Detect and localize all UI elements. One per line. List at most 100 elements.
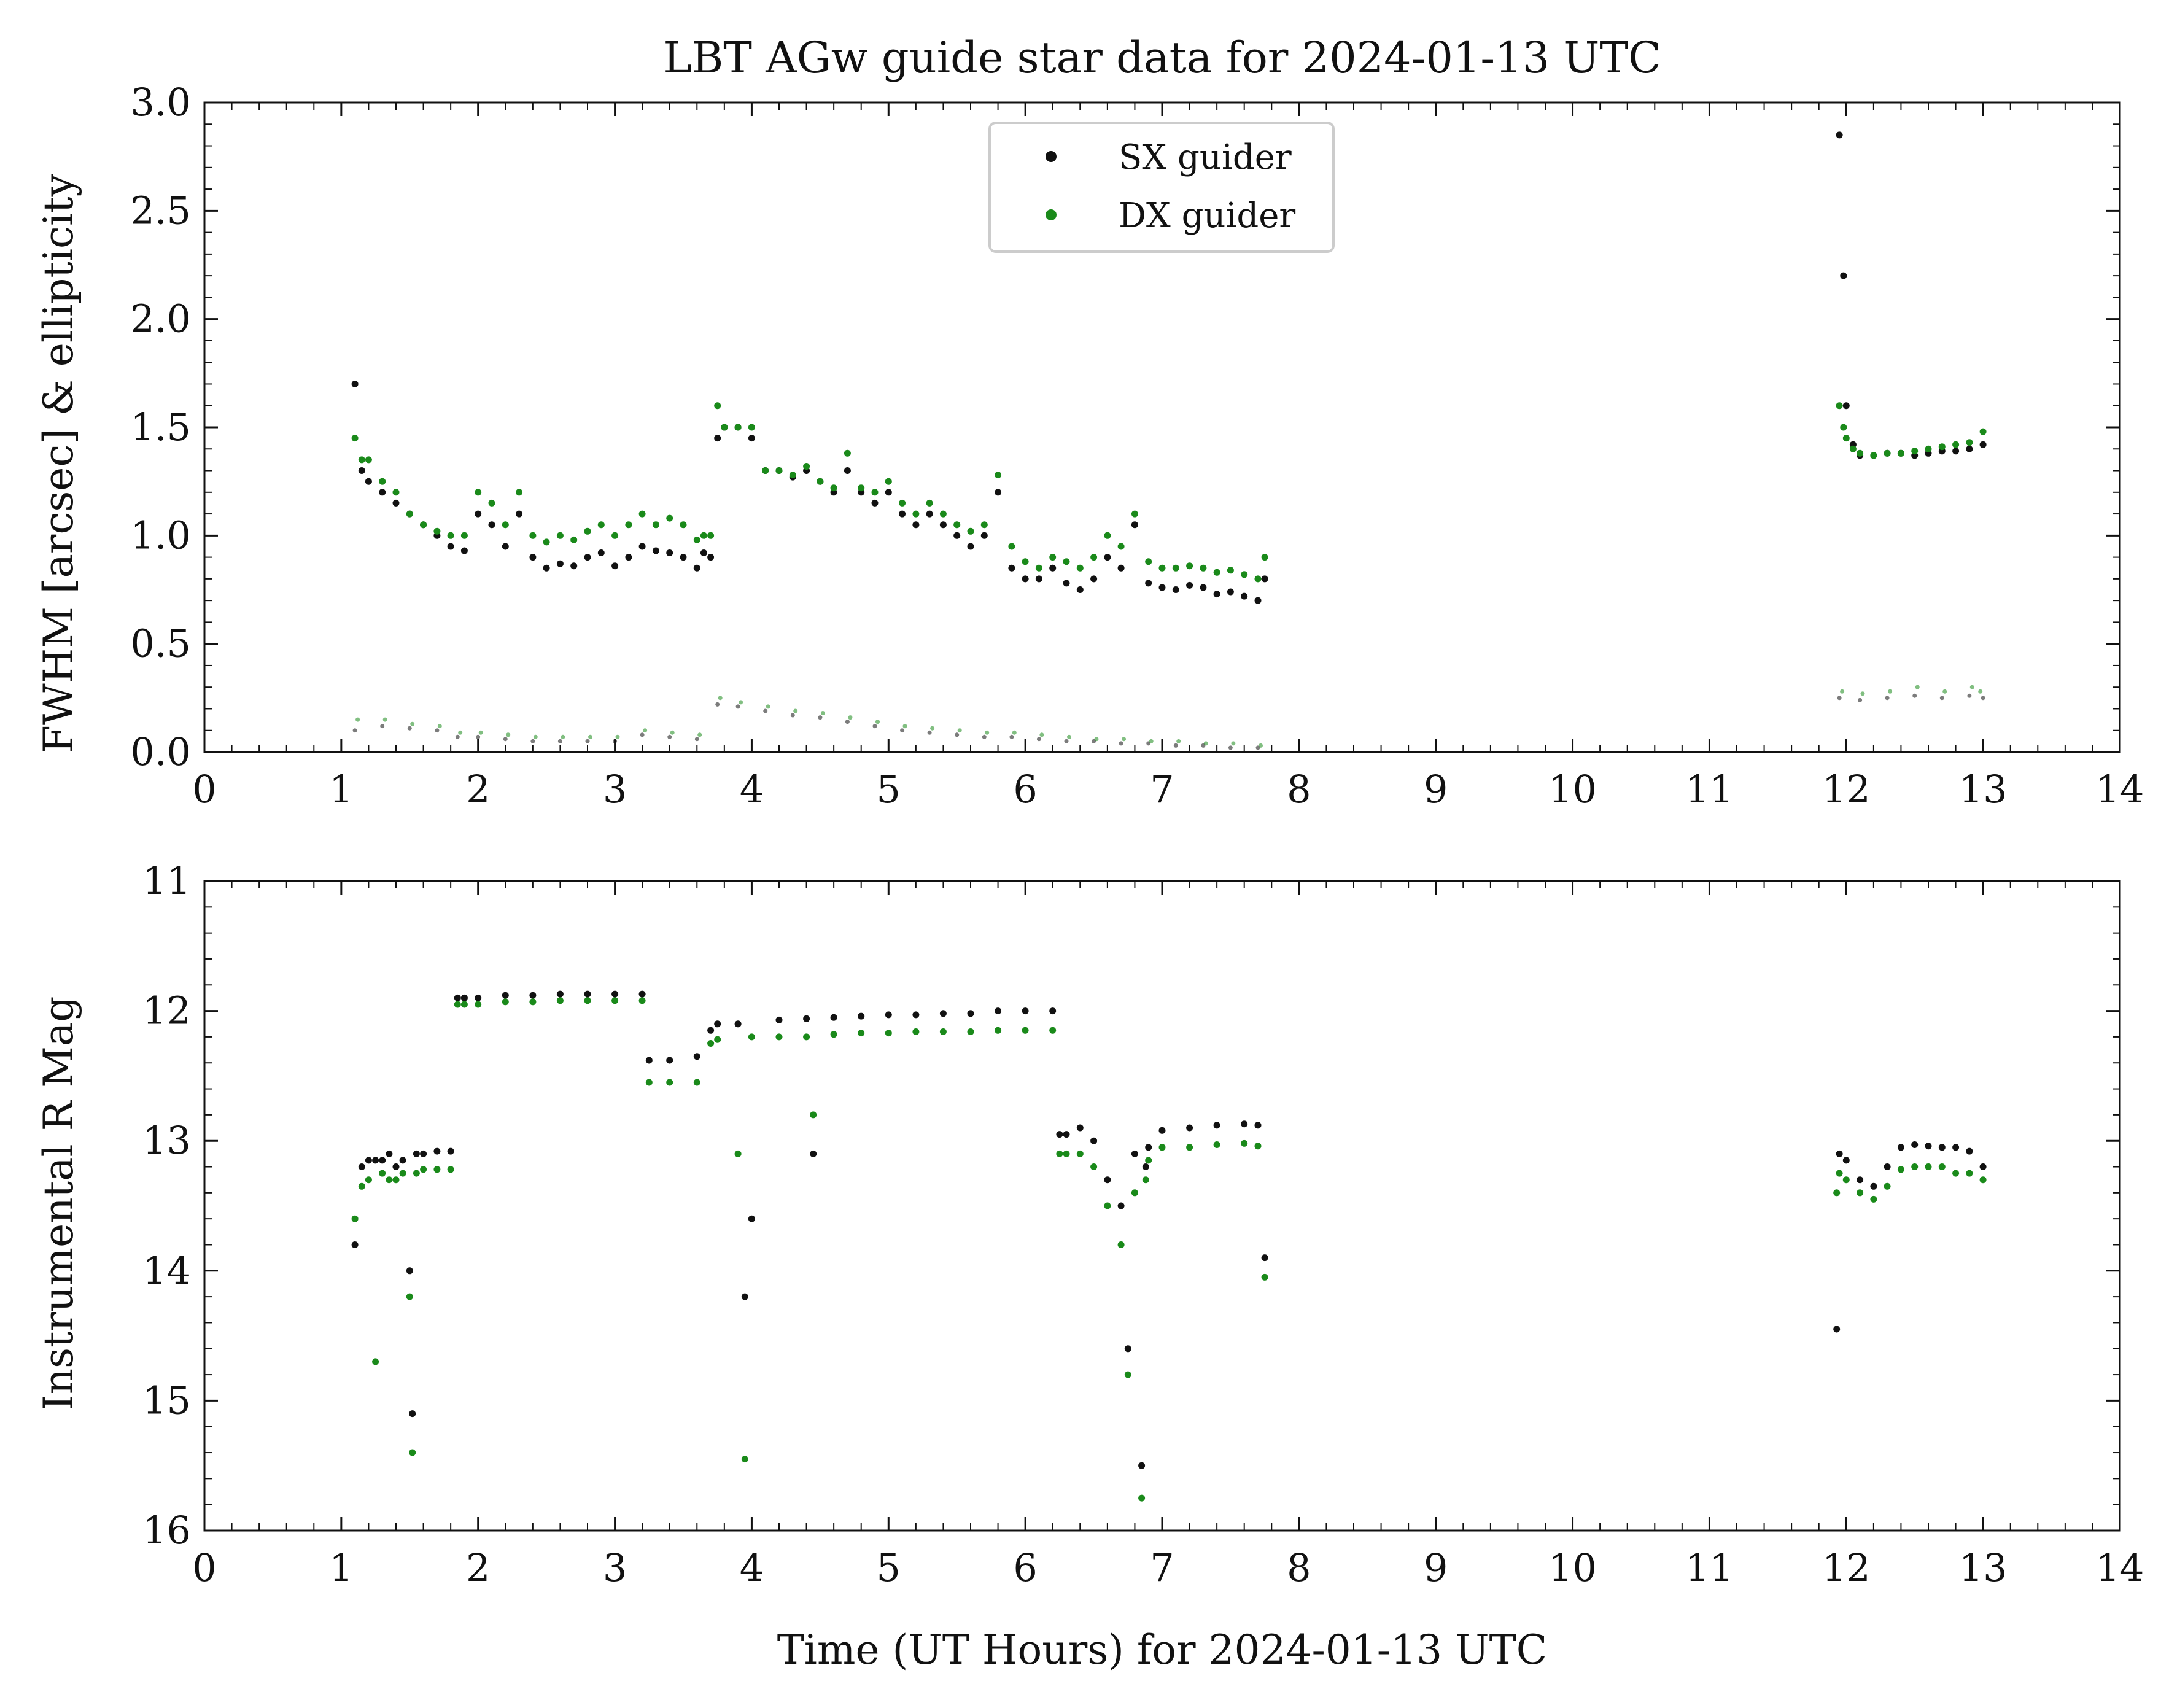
data-point (967, 543, 974, 550)
data-point (1063, 580, 1070, 587)
data-point (1228, 745, 1233, 750)
data-point (693, 1079, 700, 1086)
data-point (1860, 691, 1865, 696)
data-point (1158, 564, 1166, 572)
x-tick-label: 9 (1424, 767, 1448, 812)
data-point (734, 1020, 742, 1028)
data-point (1938, 1144, 1946, 1151)
data-point (1966, 439, 1973, 446)
x-tick-label: 4 (740, 1545, 764, 1590)
data-point (407, 726, 412, 731)
data-point (1124, 1371, 1131, 1378)
data-point (957, 728, 962, 733)
data-point (1122, 737, 1127, 742)
data-point (502, 521, 509, 529)
data-point (1241, 592, 1248, 600)
data-point (1837, 696, 1842, 701)
data-point (1117, 1241, 1125, 1248)
data-point (900, 728, 905, 733)
data-point (995, 1007, 1002, 1015)
data-point (1063, 1131, 1070, 1138)
x-tick-label: 4 (740, 767, 764, 812)
data-point (458, 730, 463, 735)
legend-label-dx: DX guider (1119, 196, 1295, 236)
data-point (721, 424, 728, 431)
data-point (1104, 532, 1111, 539)
legend: SX guider DX guider (988, 122, 1335, 253)
data-point (1145, 1144, 1152, 1151)
data-point (543, 564, 550, 572)
data-point (1915, 685, 1920, 689)
data-point (561, 734, 565, 739)
data-point (985, 730, 990, 735)
data-point (597, 549, 605, 556)
data-point (584, 554, 591, 561)
data-point (365, 456, 372, 464)
legend-label-sx: SX guider (1119, 138, 1292, 177)
data-point (460, 994, 468, 1001)
x-tick-label: 1 (329, 1545, 353, 1590)
data-point (967, 1028, 974, 1035)
data-point (1039, 732, 1044, 737)
legend-marker-sx (1046, 151, 1057, 162)
y-tick-label: 14 (142, 1248, 191, 1293)
data-point (1870, 452, 1877, 459)
data-point (700, 532, 707, 539)
data-point (379, 489, 386, 496)
data-point (803, 1033, 810, 1041)
data-point (1254, 575, 1262, 583)
data-point (1884, 1182, 1891, 1190)
data-point (885, 489, 892, 496)
x-tick-label: 8 (1287, 767, 1311, 812)
data-point (1842, 435, 1850, 442)
data-point (1203, 741, 1208, 746)
data-point (1261, 1273, 1268, 1281)
data-point (1259, 743, 1263, 748)
x-tick-label: 7 (1150, 767, 1174, 812)
data-point (694, 737, 699, 742)
data-point (714, 402, 721, 410)
x-tick-label: 13 (1959, 767, 2008, 812)
data-point (1979, 428, 1987, 435)
data-point (1966, 1170, 1973, 1177)
data-point (454, 1001, 461, 1008)
data-point (1131, 521, 1138, 529)
x-tick-label: 11 (1685, 1545, 1734, 1590)
data-point (1131, 510, 1138, 518)
data-point (844, 467, 851, 474)
data-point (667, 734, 672, 739)
data-point (1008, 543, 1015, 550)
data-point (460, 1001, 468, 1008)
data-point (858, 1012, 865, 1020)
data-point (556, 532, 564, 539)
data-point (406, 1293, 413, 1300)
data-point (502, 992, 509, 999)
data-point (1186, 581, 1193, 589)
data-point (392, 1163, 400, 1170)
data-point (392, 1176, 400, 1184)
data-point (625, 554, 632, 561)
y-tick-label: 3.0 (130, 80, 191, 125)
data-point (899, 499, 906, 507)
data-point (613, 739, 618, 743)
data-point (1870, 1182, 1877, 1190)
data-point (454, 994, 461, 1001)
data-point (845, 720, 850, 724)
data-point (506, 732, 511, 737)
data-point (1022, 1007, 1029, 1015)
data-point (1186, 562, 1193, 570)
data-point (399, 1157, 406, 1164)
data-point (803, 463, 810, 470)
data-point (570, 562, 578, 570)
data-point (437, 724, 442, 729)
x-tick-label: 0 (192, 767, 216, 812)
data-point (413, 1150, 420, 1157)
data-point (1254, 1122, 1262, 1129)
x-tick-label: 11 (1685, 767, 1734, 812)
x-tick-label: 6 (1013, 1545, 1037, 1590)
data-point (1938, 1163, 1946, 1170)
data-point (611, 562, 619, 570)
data-point (435, 728, 440, 733)
data-point (460, 547, 468, 554)
